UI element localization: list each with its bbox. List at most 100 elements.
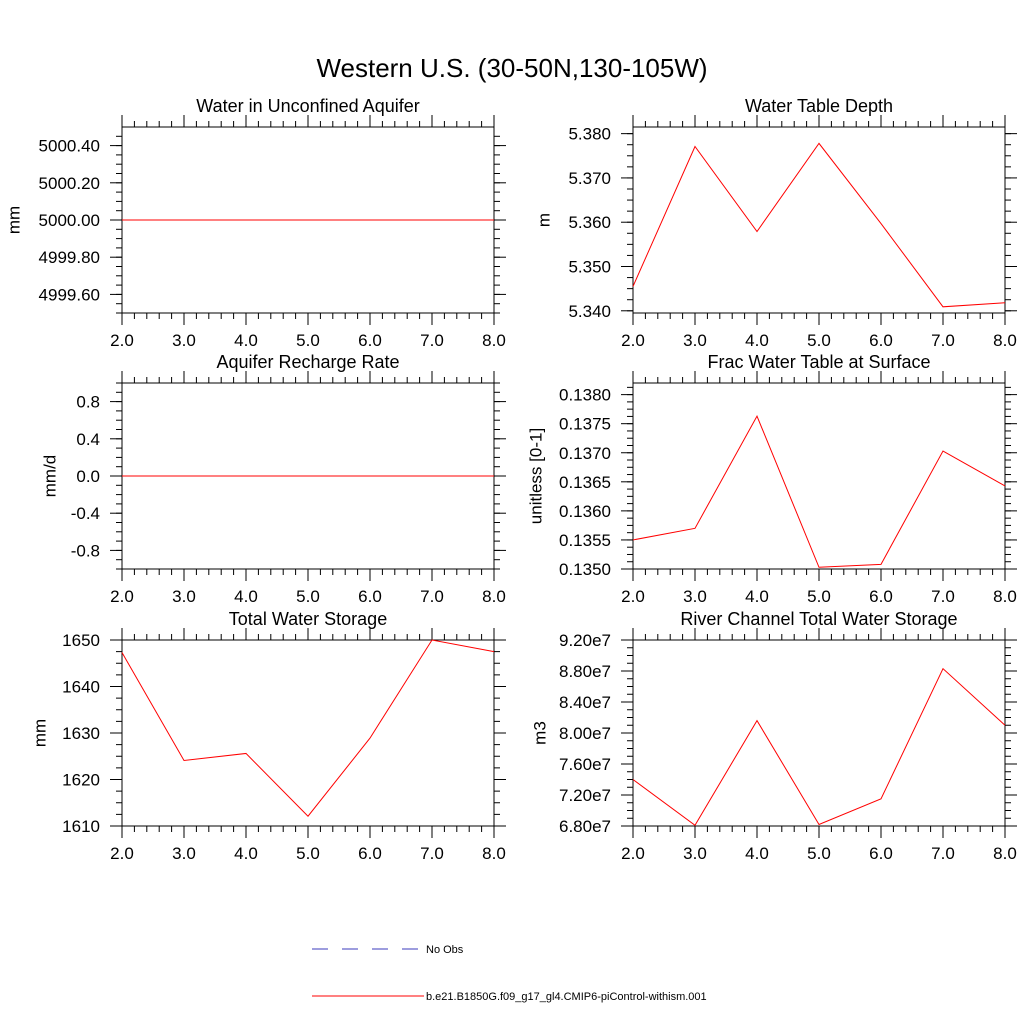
- y-axis-label: m: [535, 213, 554, 227]
- x-tick-label: 3.0: [172, 844, 196, 863]
- x-tick-label: 2.0: [621, 331, 645, 350]
- y-tick-label: 0.4: [76, 430, 100, 449]
- y-tick-label: 5000.40: [39, 137, 100, 156]
- x-tick-label: 6.0: [869, 587, 893, 606]
- x-tick-label: 6.0: [358, 587, 382, 606]
- x-tick-label: 5.0: [296, 844, 320, 863]
- x-tick-label: 4.0: [234, 587, 258, 606]
- series-line: [632, 414, 1006, 568]
- x-tick-label: 3.0: [683, 331, 707, 350]
- y-axis-label: m3: [531, 721, 550, 745]
- y-tick-label: 1620: [62, 771, 100, 790]
- y-tick-label: -0.4: [71, 504, 100, 523]
- y-tick-label: 0.0: [76, 467, 100, 486]
- x-tick-label: 4.0: [745, 587, 769, 606]
- y-tick-label: 0.1375: [559, 415, 611, 434]
- legend: No Obs b.e21.B1850G.f09_g17_gl4.CMIP6-pi…: [312, 944, 707, 1003]
- plot-frame: [632, 639, 1006, 827]
- series-line: [121, 639, 495, 817]
- y-tick-label: 0.1355: [559, 531, 611, 550]
- y-axis-label: mm: [31, 719, 50, 747]
- y-tick-label: 5.340: [568, 302, 611, 321]
- panel-1: Water in Unconfined Aquifer mm 2.0 3.0 4.0 5.…: [5, 96, 506, 350]
- panel-6: River Channel Total Water Storage m3 2.0 3.…: [531, 609, 1017, 863]
- y-tick-label: 9.20e7: [559, 631, 611, 650]
- plot-frame: [632, 126, 1006, 314]
- x-tick-label: 4.0: [745, 844, 769, 863]
- panel-title: Aquifer Recharge Rate: [216, 352, 399, 372]
- y-tick-label: 5.350: [568, 258, 611, 277]
- panel-3: Aquifer Recharge Rate mm/d 2.0 3.0 4.0 5.0 6.0…: [41, 352, 506, 606]
- x-tick-label: 7.0: [931, 587, 955, 606]
- x-tick-label: 7.0: [420, 844, 444, 863]
- panels: Water in Unconfined Aquifer mm 2.0 3.0 4.0 5.…: [5, 96, 1017, 863]
- y-tick-label: 0.8: [76, 393, 100, 412]
- x-tick-label: 8.0: [993, 331, 1017, 350]
- y-tick-label: 1610: [62, 817, 100, 836]
- x-tick-label: 5.0: [296, 331, 320, 350]
- y-axis-label: mm: [5, 206, 24, 234]
- figure-title: Western U.S. (30-50N,130-105W): [316, 53, 707, 83]
- series-line: [632, 667, 1006, 826]
- y-tick-label: 7.20e7: [559, 786, 611, 805]
- panel-title: Water Table Depth: [745, 96, 893, 116]
- y-axis-label: mm/d: [41, 455, 60, 498]
- panel-title: River Channel Total Water Storage: [680, 609, 957, 629]
- x-tick-label: 8.0: [993, 587, 1017, 606]
- x-tick-label: 5.0: [807, 331, 831, 350]
- x-tick-label: 6.0: [358, 844, 382, 863]
- x-tick-label: 2.0: [110, 844, 134, 863]
- x-tick-label: 2.0: [110, 331, 134, 350]
- y-tick-label: 8.40e7: [559, 693, 611, 712]
- x-tick-label: 4.0: [234, 844, 258, 863]
- y-tick-label: 8.80e7: [559, 662, 611, 681]
- x-tick-label: 5.0: [807, 587, 831, 606]
- panel-title: Total Water Storage: [229, 609, 387, 629]
- x-tick-label: 8.0: [993, 844, 1017, 863]
- legend-model-label: b.e21.B1850G.f09_g17_gl4.CMIP6-piControl…: [426, 991, 707, 1003]
- plot-frame: [121, 639, 495, 827]
- y-tick-label: 4999.80: [39, 248, 100, 267]
- panel-2: Water Table Depth m 2.0 3.0 4.0 5.0 6.0 7.0 8.0 5…: [535, 96, 1017, 350]
- x-tick-label: 4.0: [234, 331, 258, 350]
- x-tick-label: 8.0: [482, 587, 506, 606]
- x-tick-label: 6.0: [869, 331, 893, 350]
- x-tick-label: 3.0: [172, 331, 196, 350]
- x-tick-label: 5.0: [296, 587, 320, 606]
- x-tick-label: 6.0: [869, 844, 893, 863]
- plot-frame: [632, 382, 1006, 570]
- y-tick-label: 0.1350: [559, 560, 611, 579]
- x-tick-label: 7.0: [420, 587, 444, 606]
- x-tick-label: 8.0: [482, 844, 506, 863]
- legend-obs-label: No Obs: [426, 944, 464, 956]
- panel-5: Total Water Storage mm 2.0 3.0 4.0 5.0 6.0 7.0 8…: [31, 609, 506, 863]
- y-tick-label: 5.360: [568, 213, 611, 232]
- x-tick-label: 3.0: [172, 587, 196, 606]
- x-tick-label: 7.0: [420, 331, 444, 350]
- series-line: [632, 142, 1006, 308]
- x-tick-label: 4.0: [745, 331, 769, 350]
- y-tick-label: 1650: [62, 631, 100, 650]
- y-tick-label: 1640: [62, 678, 100, 697]
- panel-title: Frac Water Table at Surface: [707, 352, 930, 372]
- y-tick-label: 0.1380: [559, 386, 611, 405]
- x-tick-label: 7.0: [931, 844, 955, 863]
- x-tick-label: 2.0: [110, 587, 134, 606]
- y-tick-label: 5.380: [568, 125, 611, 144]
- y-tick-label: 8.00e7: [559, 724, 611, 743]
- y-tick-label: -0.8: [71, 541, 100, 560]
- y-tick-label: 5000.00: [39, 211, 100, 230]
- panel-4: Frac Water Table at Surface unitless [0-1…: [527, 352, 1017, 606]
- y-tick-label: 0.1360: [559, 502, 611, 521]
- x-tick-label: 6.0: [358, 331, 382, 350]
- y-tick-label: 1630: [62, 724, 100, 743]
- x-tick-label: 3.0: [683, 844, 707, 863]
- y-tick-label: 5.370: [568, 169, 611, 188]
- y-tick-label: 6.80e7: [559, 817, 611, 836]
- y-tick-label: 4999.60: [39, 285, 100, 304]
- x-tick-label: 8.0: [482, 331, 506, 350]
- y-tick-label: 7.60e7: [559, 755, 611, 774]
- y-tick-label: 0.1365: [559, 473, 611, 492]
- x-tick-label: 2.0: [621, 844, 645, 863]
